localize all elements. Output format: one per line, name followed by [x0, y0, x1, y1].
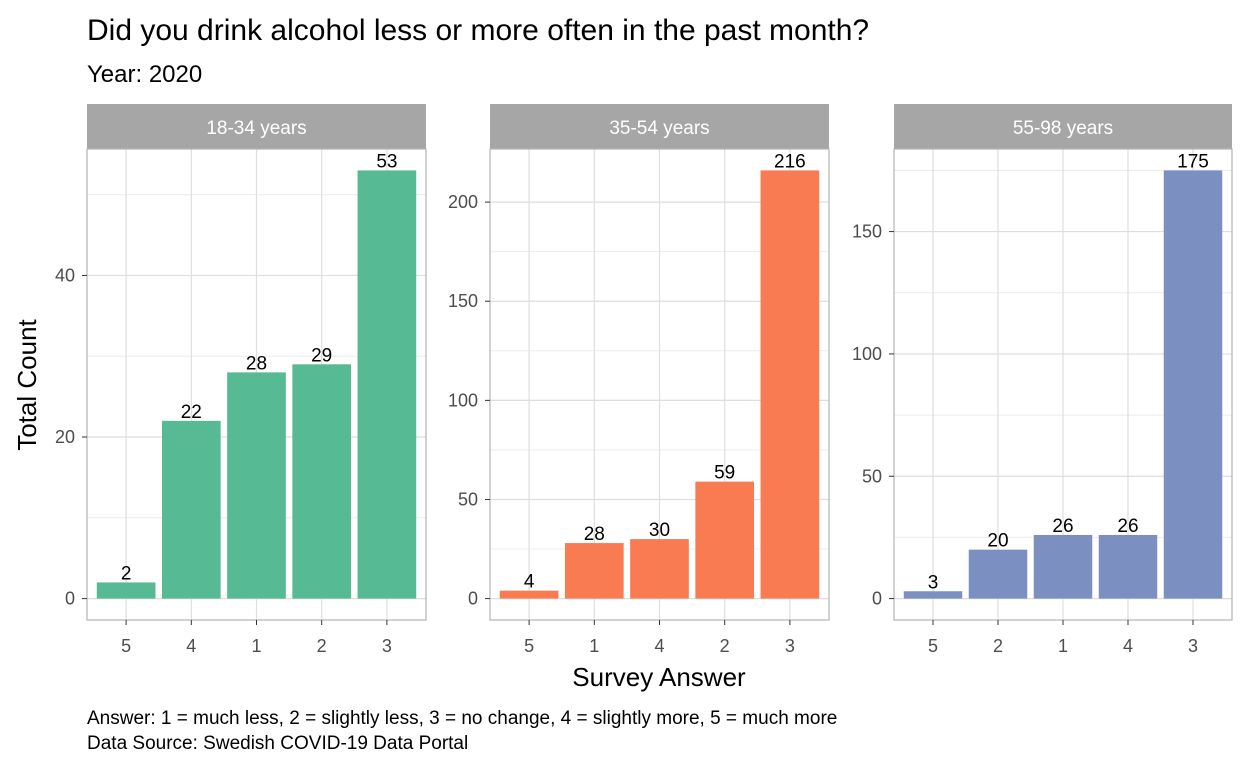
caption-data-source: Data Source: Swedish COVID-19 Data Porta… — [87, 733, 468, 754]
caption-answer-key: Answer: 1 = much less, 2 = slightly less… — [87, 708, 837, 729]
bar — [292, 364, 352, 599]
bar-value-label: 30 — [649, 520, 670, 541]
bar-value-label: 22 — [181, 402, 202, 423]
x-tick-label: 3 — [785, 636, 795, 656]
facet-strip-label: 35-54 years — [609, 118, 709, 139]
y-tick-label: 100 — [852, 344, 882, 364]
chart-subtitle: Year: 2020 — [87, 61, 202, 88]
bar — [499, 590, 559, 599]
y-tick-label: 150 — [852, 222, 882, 242]
bar-value-label: 26 — [1052, 516, 1073, 537]
x-tick-label: 2 — [993, 636, 1003, 656]
facet-panel: 55-98 years 3 20 26 26 175 0 50 100 150 5 2 1 4 3 — [852, 104, 1233, 656]
bar — [96, 582, 156, 599]
y-tick-label: 0 — [65, 589, 75, 609]
bar-value-label: 4 — [524, 572, 535, 593]
bar — [357, 170, 417, 599]
y-tick-label: 40 — [55, 265, 75, 285]
bar — [161, 420, 221, 599]
bar-value-label: 26 — [1117, 516, 1138, 537]
facet-strip — [87, 104, 426, 149]
x-tick-label: 1 — [1058, 636, 1068, 656]
bar-value-label: 59 — [714, 463, 735, 484]
bar-value-label: 2 — [121, 563, 132, 584]
x-tick-label: 1 — [589, 636, 599, 656]
facet-strip-label: 18-34 years — [206, 118, 306, 139]
bar — [1163, 170, 1223, 599]
y-tick-label: 50 — [862, 466, 882, 486]
bar-value-label: 3 — [928, 572, 939, 593]
bar-value-label: 29 — [311, 345, 332, 366]
x-axis-title: Survey Answer — [572, 662, 746, 692]
facet-panel: 35-54 years 4 28 30 59 216 0 50 100 150 200 5 1 4 2 3 — [448, 104, 830, 656]
facet-strip-label: 55-98 years — [1013, 118, 1113, 139]
bar-value-label: 28 — [246, 353, 267, 374]
facet-strip — [894, 104, 1232, 149]
x-tick-label: 4 — [1123, 636, 1133, 656]
x-tick-label: 5 — [928, 636, 938, 656]
bar — [1098, 534, 1158, 599]
x-tick-label: 5 — [121, 636, 131, 656]
bar-value-label: 20 — [987, 531, 1008, 552]
x-tick-label: 5 — [524, 636, 534, 656]
y-tick-label: 0 — [468, 589, 478, 609]
y-tick-label: 200 — [448, 192, 478, 212]
x-tick-label: 3 — [1188, 636, 1198, 656]
bar — [903, 591, 963, 599]
chart-title: Did you drink alcohol less or more often… — [87, 14, 869, 47]
bar — [1033, 534, 1093, 599]
bar — [564, 543, 624, 599]
x-tick-label: 4 — [186, 636, 196, 656]
facet-strip — [490, 104, 829, 149]
y-tick-label: 20 — [55, 427, 75, 447]
bar — [968, 549, 1028, 599]
bar-value-label: 53 — [376, 151, 397, 172]
y-tick-label: 50 — [458, 489, 478, 509]
x-tick-label: 2 — [720, 636, 730, 656]
y-tick-label: 150 — [448, 291, 478, 311]
x-tick-label: 2 — [317, 636, 327, 656]
y-axis-title: Total Count — [12, 318, 42, 450]
bar — [760, 170, 820, 599]
y-tick-label: 100 — [448, 390, 478, 410]
x-tick-label: 4 — [654, 636, 664, 656]
bar — [227, 372, 286, 599]
bar-value-label: 216 — [774, 151, 806, 172]
bar-value-label: 28 — [584, 524, 605, 545]
y-tick-label: 0 — [872, 589, 882, 609]
bar-value-label: 175 — [1177, 151, 1209, 172]
x-tick-label: 1 — [251, 636, 261, 656]
bar — [630, 539, 689, 599]
bar — [695, 481, 755, 599]
x-tick-label: 3 — [382, 636, 392, 656]
